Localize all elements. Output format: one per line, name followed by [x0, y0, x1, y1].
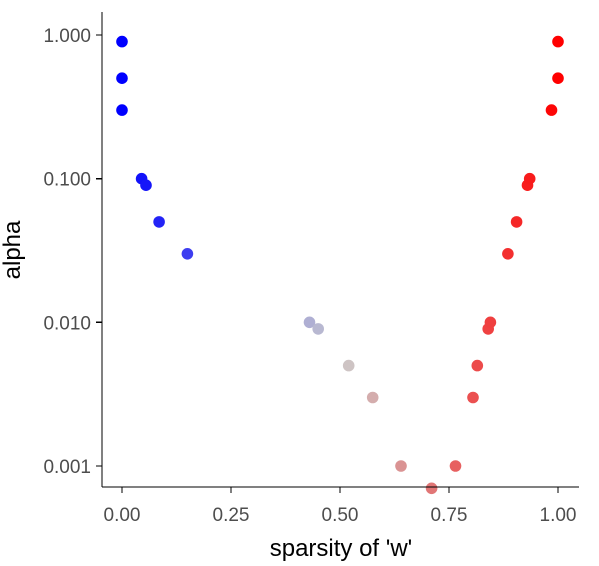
- y-tick-label: 0.100: [43, 170, 91, 191]
- points-layer: [116, 35, 564, 495]
- data-point: [425, 482, 438, 495]
- data-point: [510, 216, 523, 228]
- y-axis-title: alpha: [0, 220, 26, 279]
- data-point: [467, 391, 479, 404]
- data-point: [502, 248, 514, 260]
- data-point: [116, 35, 128, 48]
- data-point: [366, 391, 379, 404]
- y-tick-label: 1.000: [43, 26, 91, 47]
- x-axis-title: sparsity of 'w': [270, 535, 413, 562]
- data-point: [545, 104, 558, 116]
- data-point: [116, 72, 128, 84]
- x-tick-label: 0.00: [104, 505, 141, 526]
- data-point: [303, 316, 316, 329]
- data-point: [552, 35, 564, 48]
- data-point: [116, 104, 128, 116]
- y-tick-label: 0.010: [43, 313, 91, 334]
- data-point: [471, 359, 484, 372]
- data-point: [342, 359, 355, 372]
- data-point: [153, 216, 165, 228]
- x-tick-label: 0.50: [322, 505, 359, 526]
- data-point: [181, 248, 194, 260]
- data-point: [552, 72, 564, 84]
- ticks-layer: 0.00 0.25 0.50 0.75 1.00 0.001 0.010 0.100 1.000: [43, 26, 576, 526]
- x-tick-label: 1.00: [540, 505, 577, 526]
- y-tick-label: 0.001: [43, 457, 91, 478]
- data-point: [312, 323, 325, 335]
- data-point: [140, 179, 152, 191]
- x-tick-label: 0.75: [431, 505, 468, 526]
- data-point: [484, 316, 497, 329]
- data-point: [523, 172, 536, 185]
- x-tick-label: 0.25: [213, 505, 250, 526]
- data-point: [449, 460, 462, 472]
- data-point: [395, 460, 407, 472]
